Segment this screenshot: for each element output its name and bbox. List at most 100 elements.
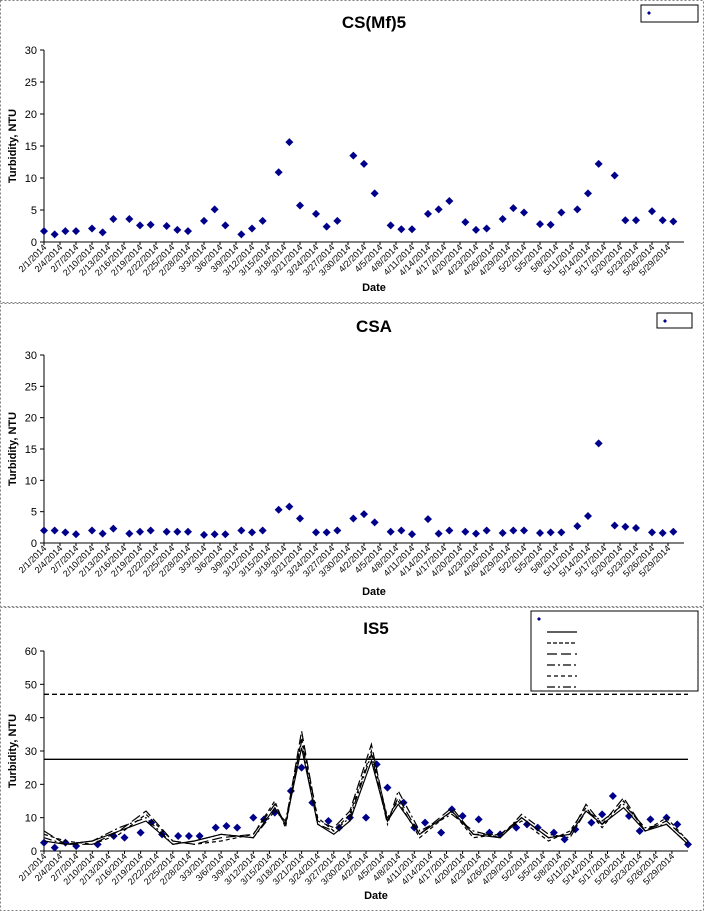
- y-axis-label: Turbidity, NTU: [7, 109, 19, 183]
- data-point: [136, 527, 144, 536]
- data-point: [322, 222, 331, 231]
- data-point: [146, 526, 155, 535]
- chart-panel-csa: CSA 0 5 10 15 20 25 30 2/1/2014 2/4/2014 2/7/2014 2…: [0, 303, 704, 607]
- data-point: [434, 529, 443, 538]
- y-tick-label: 20: [25, 779, 37, 791]
- data-point: [397, 526, 406, 535]
- data-point: [646, 815, 655, 824]
- data-point: [584, 512, 592, 521]
- data-point: [120, 833, 129, 842]
- data-point: [285, 138, 294, 147]
- data-point: [210, 205, 219, 214]
- data-point: [210, 530, 219, 539]
- data-point: [610, 171, 619, 180]
- data-point: [621, 216, 630, 225]
- y-tick-label: 30: [25, 45, 37, 57]
- data-point: [50, 230, 59, 239]
- data-point: [482, 526, 491, 535]
- legend-marker: [663, 319, 667, 323]
- data-point: [174, 832, 183, 840]
- data-point: [324, 817, 333, 825]
- data-point: [594, 159, 603, 168]
- data-point: [50, 526, 59, 535]
- data-point: [608, 792, 617, 800]
- data-point: [648, 528, 656, 537]
- data-point: [520, 208, 528, 217]
- data-point: [200, 216, 208, 225]
- chart-panel-is5: IS5 0 10 20 30 40 50 60 2/1/2014 2/4/2014 2/7/2014…: [0, 607, 704, 911]
- data-point: [437, 828, 446, 837]
- data-point: [408, 530, 416, 539]
- data-point: [509, 204, 518, 213]
- data-point: [184, 227, 192, 236]
- data-point: [211, 823, 220, 832]
- y-tick-label: 20: [25, 109, 37, 121]
- y-tick-label: 0: [31, 237, 37, 249]
- y-tick-label: 20: [25, 413, 37, 425]
- data-point: [274, 505, 283, 514]
- data-point: [173, 527, 182, 536]
- data-point: [447, 805, 456, 814]
- legend-marker: [647, 11, 651, 15]
- data-point: [621, 522, 630, 531]
- y-tick-label: 15: [25, 444, 37, 456]
- data-point: [498, 528, 507, 537]
- data-point: [297, 763, 306, 772]
- x-axis-label: Date: [364, 890, 388, 902]
- y-tick-label: 10: [25, 813, 37, 825]
- data-point: [635, 827, 644, 835]
- data-point: [533, 823, 542, 832]
- data-point: [88, 526, 96, 535]
- y-tick-label: 0: [31, 846, 37, 858]
- data-point: [594, 439, 603, 448]
- data-point: [195, 832, 204, 840]
- data-point: [109, 524, 118, 533]
- data-point: [296, 514, 304, 523]
- data-point: [72, 227, 80, 236]
- data-point: [445, 526, 454, 535]
- data-point: [421, 818, 430, 827]
- data-point: [370, 518, 379, 527]
- data-point: [498, 214, 507, 223]
- data-point: [461, 527, 470, 536]
- data-point: [72, 530, 80, 539]
- data-point: [274, 168, 283, 177]
- data-point: [40, 838, 48, 847]
- y-tick-label: 60: [25, 646, 37, 658]
- data-point: [424, 515, 432, 524]
- chart-csa: CSA0510152025302/1/20142/4/20142/7/20142…: [0, 303, 704, 607]
- data-point: [632, 216, 640, 225]
- data-point: [221, 530, 230, 539]
- data-point: [322, 528, 331, 537]
- data-point: [485, 828, 494, 837]
- data-point: [200, 530, 208, 539]
- y-tick-label: 15: [25, 141, 37, 153]
- data-point: [50, 843, 59, 852]
- data-point: [296, 201, 304, 210]
- data-point: [312, 209, 320, 218]
- data-point: [258, 216, 267, 225]
- data-point: [598, 810, 607, 819]
- data-point: [624, 812, 633, 820]
- data-point: [312, 528, 320, 537]
- data-point: [362, 813, 370, 822]
- data-point: [88, 224, 96, 233]
- data-point: [472, 529, 480, 538]
- y-axis-label: Turbidity, NTU: [7, 412, 19, 486]
- legend-box: [656, 312, 693, 329]
- data-point: [546, 528, 555, 537]
- legend-marker: [537, 617, 541, 621]
- data-point: [648, 207, 656, 216]
- data-point: [573, 205, 582, 214]
- data-point: [587, 818, 596, 827]
- data-point: [136, 828, 145, 837]
- data-point: [386, 527, 395, 536]
- legend-box: [530, 610, 699, 692]
- data-point: [360, 159, 368, 168]
- data-point: [669, 217, 678, 226]
- data-point: [669, 527, 678, 536]
- data-point: [233, 823, 242, 832]
- chart-title: IS5: [363, 619, 389, 638]
- y-tick-label: 5: [31, 205, 37, 217]
